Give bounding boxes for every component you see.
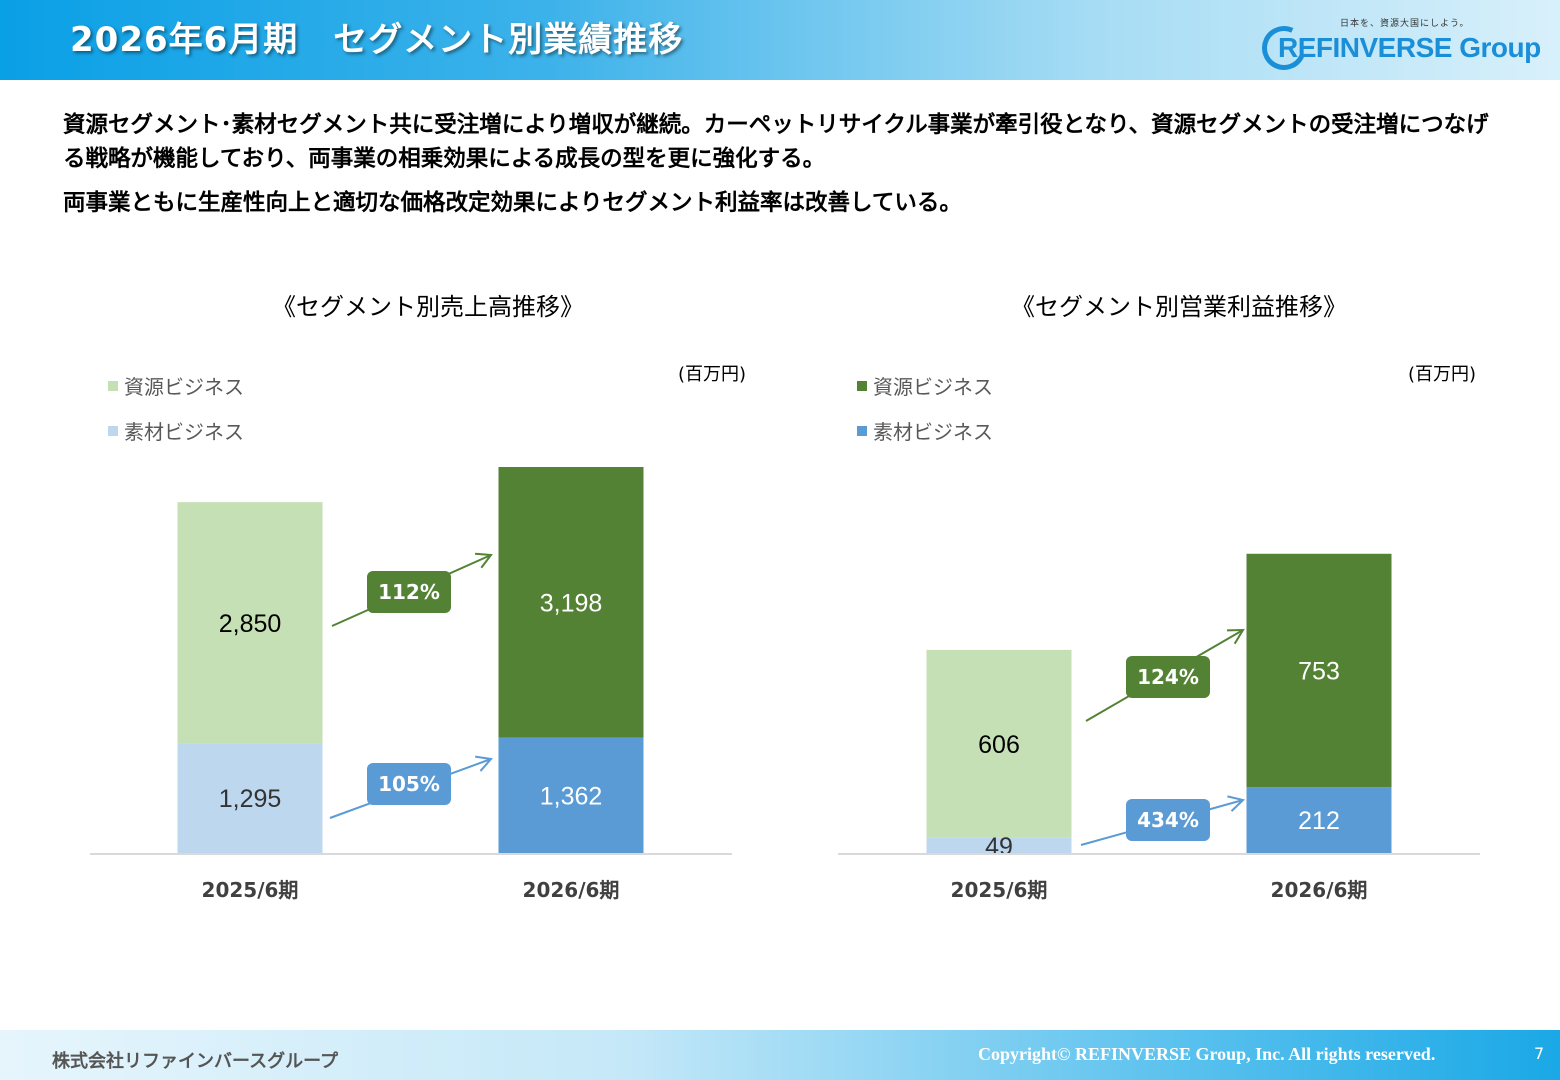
x-tick-label-0: 2025/6期 xyxy=(202,878,299,902)
sales-chart-title: 《セグメント別売上高推移》 xyxy=(272,293,584,321)
growth-label-material: 434% xyxy=(1137,808,1199,832)
bar-resource-0 xyxy=(926,649,1072,838)
bar-material-1 xyxy=(498,737,644,853)
x-tick-label-1: 2026/6期 xyxy=(1271,878,1368,902)
bar-material-1 xyxy=(1246,787,1392,853)
legend-label-material: 素材ビジネス xyxy=(873,420,993,444)
value-label-material-1: 212 xyxy=(1298,807,1340,835)
growth-label-resource: 124% xyxy=(1137,665,1199,689)
value-label-material-0: 1,295 xyxy=(219,785,282,813)
legend-swatch-resource xyxy=(857,381,867,391)
growth-badge-resource xyxy=(367,571,451,613)
legend-swatch-material xyxy=(108,426,118,436)
summary-line-1: 資源セグメント･素材セグメント共に受注増により増収が継続。カーペットリサイクル事… xyxy=(63,112,1489,172)
logo-tagline: 日本を、資源大国にしよう。 xyxy=(1340,19,1470,29)
page-number: 7 xyxy=(1534,1044,1545,1063)
unit-label: (百万円) xyxy=(1408,364,1476,385)
growth-badge-material xyxy=(367,763,451,805)
growth-badge-resource xyxy=(1126,656,1210,698)
footer-bar: 株式会社リファインバースグループ Copyright© REFINVERSE G… xyxy=(0,1030,1560,1080)
growth-arrowhead-material xyxy=(1227,795,1246,812)
company-logo: 日本を、資源大国にしよう。 REFINVERSE Group xyxy=(1255,14,1548,77)
logo-text: REFINVERSE Group xyxy=(1278,32,1541,63)
header-bar: 2026年6月期 セグメント別業績推移 日本を、資源大国にしよう。 REFINV… xyxy=(0,0,1560,80)
summary-line-2: 両事業ともに生産性向上と適切な価格改定効果によりセグメント利益率は改善している。 xyxy=(63,190,962,216)
x-tick-label-0: 2025/6期 xyxy=(951,878,1048,902)
bar-resource-0 xyxy=(177,502,323,744)
footer-copyright: Copyright© REFINVERSE Group, Inc. All ri… xyxy=(978,1044,1436,1064)
value-label-material-1: 1,362 xyxy=(540,782,603,810)
bar-resource-1 xyxy=(498,467,644,738)
x-tick-label-1: 2026/6期 xyxy=(523,878,620,902)
growth-badge-material xyxy=(1126,799,1210,841)
page-title: 2026年6月期 セグメント別業績推移 xyxy=(70,20,684,60)
value-label-material-0: 49 xyxy=(985,833,1013,861)
legend-label-resource: 資源ビジネス xyxy=(873,375,993,399)
growth-label-resource: 112% xyxy=(378,580,440,604)
legend-label-resource: 資源ビジネス xyxy=(124,375,244,399)
bar-material-0 xyxy=(926,837,1072,853)
value-label-resource-0: 606 xyxy=(978,731,1020,759)
value-label-resource-1: 3,198 xyxy=(540,589,603,617)
value-label-resource-1: 753 xyxy=(1298,658,1340,686)
footer-company: 株式会社リファインバースグループ xyxy=(52,1051,339,1072)
legend-swatch-material xyxy=(857,426,867,436)
summary-text: 資源セグメント･素材セグメント共に受注増により増収が継続。カーペットリサイクル事… xyxy=(63,108,1503,220)
growth-arrowhead-resource xyxy=(474,552,493,569)
unit-label: (百万円) xyxy=(678,364,746,385)
bar-material-0 xyxy=(177,743,323,853)
bar-resource-1 xyxy=(1246,553,1392,788)
value-label-resource-0: 2,850 xyxy=(219,610,282,638)
profit-chart-title: 《セグメント別営業利益推移》 xyxy=(1011,293,1347,321)
growth-arrowhead-material xyxy=(475,755,493,772)
growth-arrowhead-resource xyxy=(1226,628,1245,645)
legend-swatch-resource xyxy=(108,381,118,391)
growth-label-material: 105% xyxy=(378,772,440,796)
legend-label-material: 素材ビジネス xyxy=(124,420,244,444)
